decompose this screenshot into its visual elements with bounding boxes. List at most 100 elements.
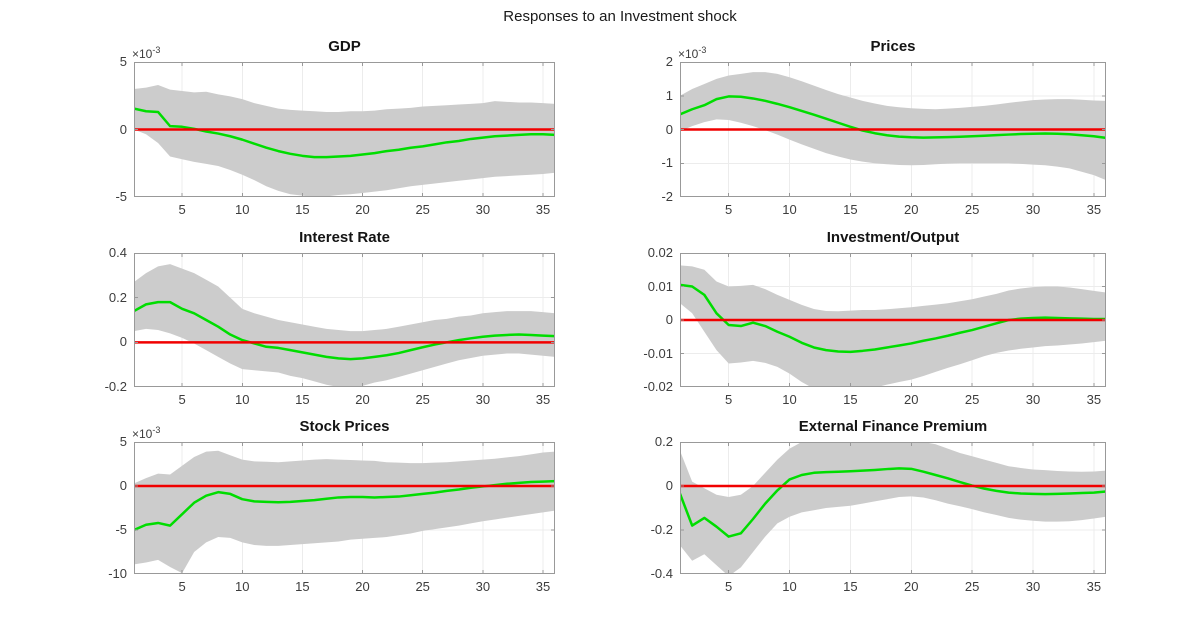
plot-area	[134, 62, 555, 197]
x-tick-label: 25	[415, 202, 430, 217]
y-tick-label: -0.4	[650, 566, 673, 581]
subplot-external-finance-premium: External Finance Premium 5 10 15 20 25 30 35 -0…	[651, 419, 1106, 594]
x-tick-label: 10	[782, 202, 797, 217]
x-tick-label: 10	[235, 392, 250, 407]
y-tick-label: -1	[661, 155, 673, 171]
plot-area	[134, 442, 555, 574]
y-tick-label: 0	[119, 334, 127, 350]
x-tick-label: 35	[1086, 392, 1102, 407]
subplot-title-external-finance-premium: External Finance Premium	[798, 418, 988, 435]
x-tick-label: 35	[1086, 202, 1102, 217]
y-tick-label: 2	[665, 54, 673, 69]
plot-area	[134, 253, 555, 387]
exponent-power: -3	[152, 45, 161, 55]
subplot-gdp: GDP ×10-3 5 10 15 20 25 30 35 -5 0 5	[115, 39, 555, 217]
confidence-band	[680, 442, 1106, 574]
x-tick-label: 20	[904, 392, 919, 407]
x-tick-label: 30	[475, 579, 491, 594]
subplot-stock-prices: Stock Prices ×10-3 5 10 15 20 25 30 35 -10 -5 0 5	[108, 419, 555, 594]
x-tick-label: 25	[415, 579, 430, 594]
y-tick-label: 5	[119, 54, 127, 69]
axes-box	[134, 442, 555, 574]
x-tick-label: 35	[535, 202, 551, 217]
subplot-title-stock-prices: Stock Prices	[299, 418, 390, 435]
x-tick-label: 5	[725, 392, 733, 407]
plot-area	[680, 62, 1106, 197]
exponent-base: ×10	[132, 47, 153, 61]
subplot-title-gdp: GDP	[328, 38, 361, 55]
y-tick-label: -0.2	[650, 522, 673, 537]
confidence-band	[680, 72, 1106, 181]
x-tick-label: 20	[355, 579, 370, 594]
y-tick-label: -10	[108, 566, 127, 581]
x-tick-label: 15	[843, 392, 858, 407]
subplot-title-investment-output: Investment/Output	[826, 229, 960, 246]
median-response-line	[134, 300, 555, 361]
y-tick-label: -5	[115, 189, 127, 204]
x-tick-label: 25	[964, 392, 980, 407]
y-tick-label: -0.02	[643, 379, 673, 394]
plot-area	[680, 253, 1106, 387]
x-tick-label: 5	[725, 579, 733, 594]
x-tick-label: 35	[1086, 579, 1102, 594]
x-tick-label: 10	[235, 579, 250, 594]
x-tick-label: 25	[964, 202, 980, 217]
y-tick-label: 0.4	[108, 245, 127, 260]
y-tick-label: 0.2	[108, 289, 127, 305]
x-tick-label: 15	[843, 202, 858, 217]
x-tick-label: 5	[178, 392, 186, 407]
axes-box	[134, 253, 555, 387]
exponent-power: -3	[152, 425, 161, 435]
y-exponent-label: ×10-3	[132, 423, 160, 441]
y-tick-label: 5	[119, 434, 127, 449]
x-tick-label: 30	[475, 392, 491, 407]
x-tick-label: 15	[295, 579, 310, 594]
exponent-base: ×10	[678, 47, 699, 61]
y-exponent-label: ×10-3	[678, 43, 706, 61]
x-tick-label: 20	[355, 392, 370, 407]
axes-box	[680, 442, 1106, 574]
y-tick-label: -0.01	[643, 345, 673, 361]
exponent-power: -3	[698, 45, 707, 55]
x-tick-label: 10	[235, 202, 250, 217]
y-tick-label: -2	[661, 189, 673, 204]
y-tick-label: 0.01	[647, 278, 673, 294]
x-tick-label: 30	[1025, 392, 1041, 407]
x-tick-label: 5	[178, 202, 186, 217]
exponent-base: ×10	[132, 427, 153, 441]
x-tick-label: 10	[782, 579, 797, 594]
x-tick-label: 30	[475, 202, 491, 217]
subplot-title-interest-rate: Interest Rate	[299, 229, 390, 246]
subplot-prices: Prices ×10-3 5 10 15 20 25 30 35 -2 -1 0 1 2	[661, 39, 1106, 217]
plot-area	[680, 442, 1106, 574]
figure-title: Responses to an Investment shock	[503, 8, 737, 25]
confidence-band	[134, 450, 555, 574]
median-response-line	[680, 467, 1106, 538]
median-response-line	[680, 95, 1106, 140]
y-tick-label: 0	[665, 121, 673, 137]
y-tick-label: -5	[115, 522, 127, 537]
x-tick-label: 30	[1025, 202, 1041, 217]
y-tick-label: 0	[665, 478, 673, 493]
x-tick-label: 5	[178, 579, 186, 594]
y-tick-label: 0.2	[654, 434, 673, 449]
x-tick-label: 25	[415, 392, 430, 407]
x-tick-label: 35	[535, 392, 551, 407]
subplot-investment-output: Investment/Output 5 10 15 20 25 30 35 -0.02 -0.0…	[643, 230, 1106, 407]
subplot-title-prices: Prices	[870, 38, 916, 55]
y-tick-label: 0	[119, 121, 127, 137]
x-tick-label: 15	[295, 392, 310, 407]
median-response-line	[680, 283, 1106, 354]
x-tick-label: 5	[725, 202, 733, 217]
y-tick-label: 0	[119, 478, 127, 493]
x-tick-label: 20	[355, 202, 370, 217]
subplot-interest-rate: Interest Rate 5 10 15 20 25 30 35 -0.2 0 0.2 0.4	[105, 230, 555, 407]
y-tick-label: 1	[665, 87, 673, 103]
x-tick-label: 15	[843, 579, 858, 594]
y-tick-label: 0.02	[647, 245, 673, 260]
x-tick-label: 30	[1025, 579, 1041, 594]
x-tick-label: 10	[782, 392, 797, 407]
y-exponent-label: ×10-3	[132, 43, 160, 61]
x-tick-label: 15	[295, 202, 310, 217]
x-tick-label: 20	[904, 579, 919, 594]
